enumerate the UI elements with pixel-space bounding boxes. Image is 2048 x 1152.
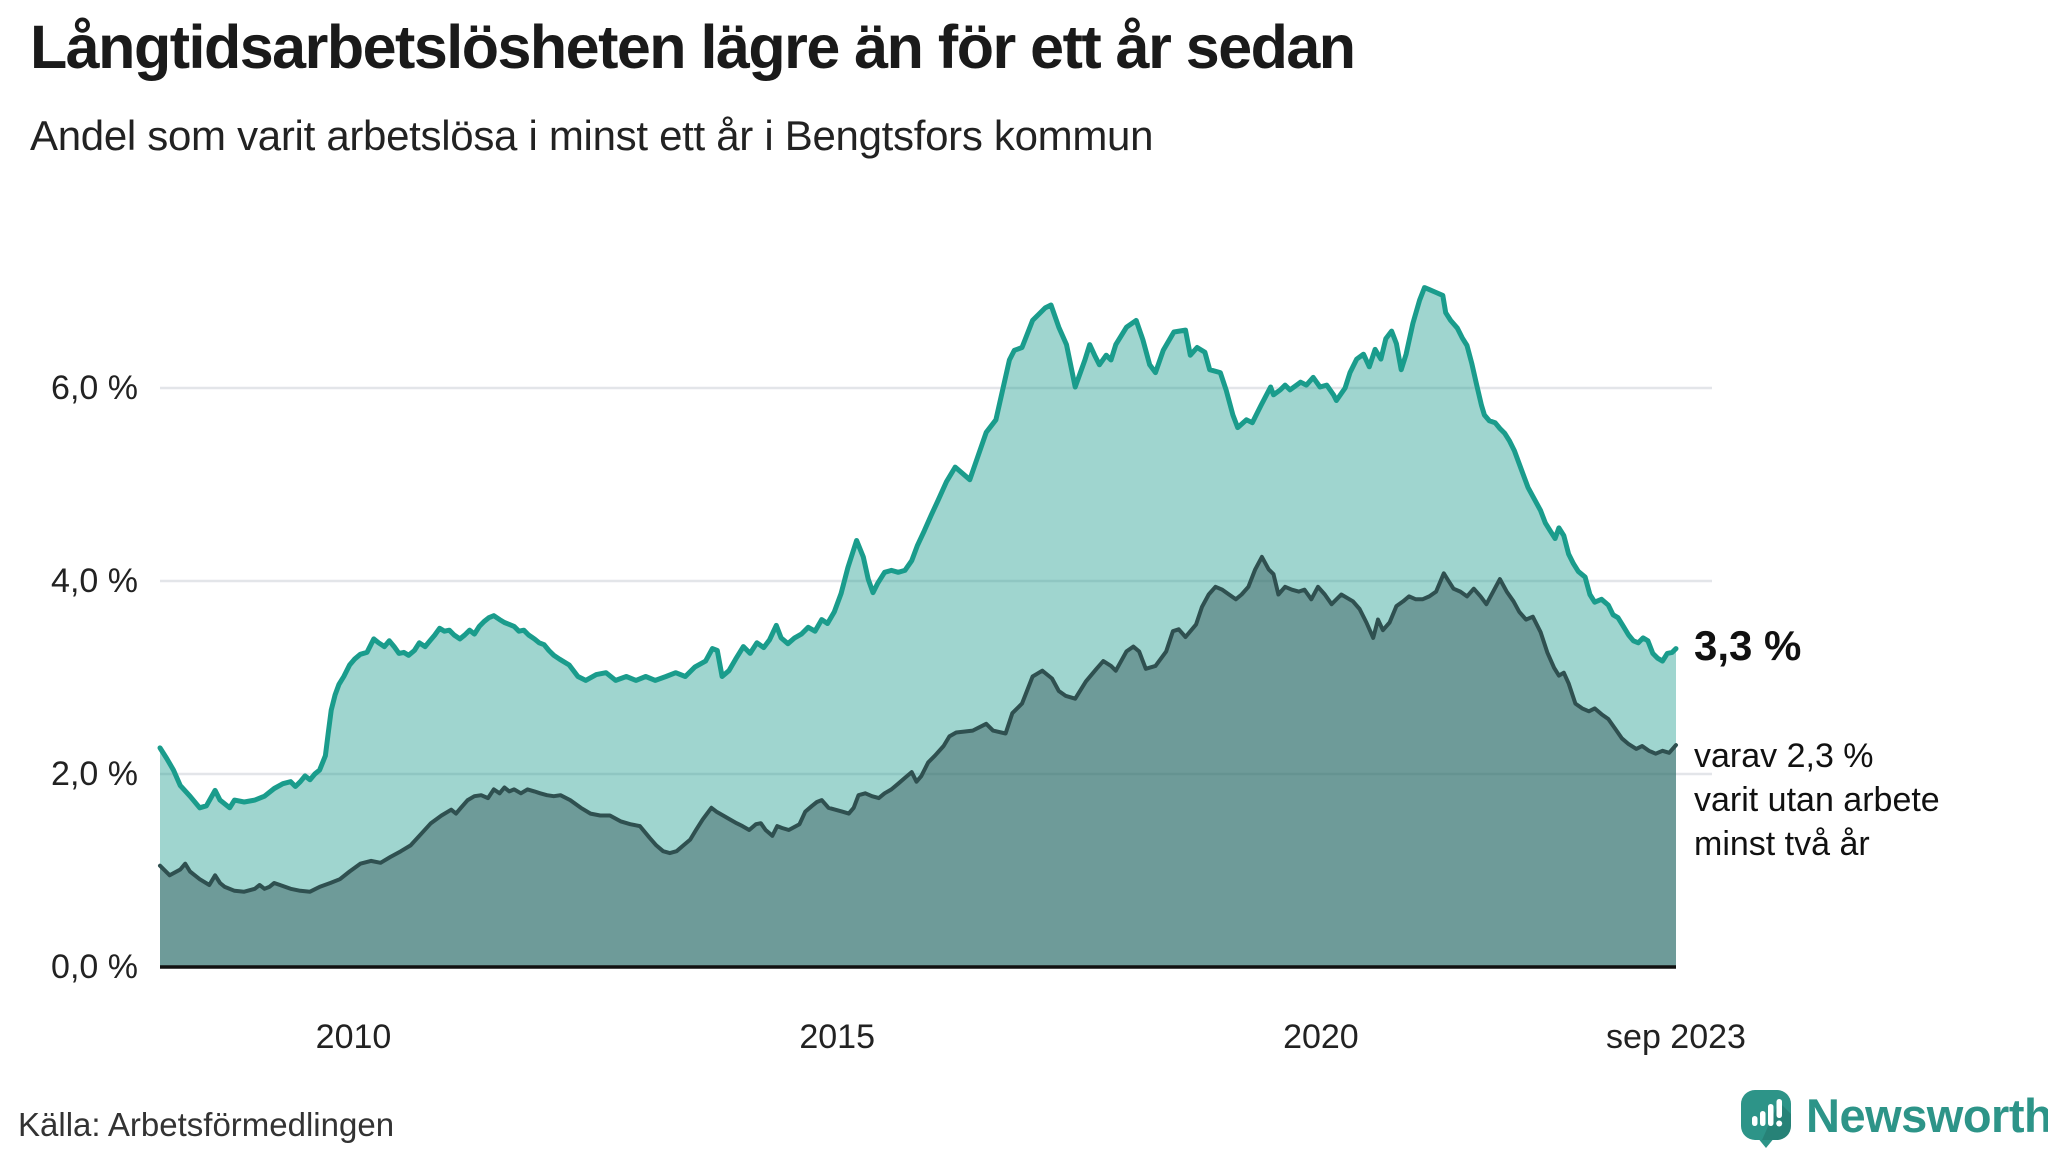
- page-subtitle: Andel som varit arbetslösa i minst ett å…: [30, 112, 1154, 159]
- annotation-line: varav 2,3 %: [1694, 737, 1874, 775]
- x-axis-label: 2020: [1283, 1018, 1359, 1056]
- x-axis-label: 2015: [799, 1018, 876, 1056]
- y-axis-label: 2,0 %: [51, 755, 138, 793]
- two-year-annotation: varav 2,3 % varit utan arbete minst två …: [1694, 734, 1940, 866]
- series-area-two_year: [160, 556, 1676, 967]
- x-axis-label: 2010: [315, 1018, 392, 1056]
- newsworthy-wordmark: Newsworthy: [1806, 1089, 2048, 1142]
- source-label: Källa: Arbetsförmedlingen: [18, 1106, 395, 1143]
- y-axis-label: 0,0 %: [51, 948, 138, 986]
- page-title: Långtidsarbetslösheten lägre än för ett …: [30, 13, 1356, 81]
- latest-value-label: 3,3 %: [1694, 622, 1802, 669]
- newsworthy-logo: Newsworthy: [1740, 1086, 2048, 1152]
- annotation-line: varit utan arbete: [1694, 781, 1940, 819]
- y-axis-label: 6,0 %: [51, 369, 138, 407]
- series-line-total: [157, 285, 1679, 811]
- annotation-line: minst två år: [1694, 825, 1870, 863]
- x-axis-label: sep 2023: [1606, 1018, 1746, 1056]
- newsworthy-logo-icon: [1741, 1090, 1791, 1148]
- series-area-total: [160, 287, 1676, 968]
- series-line-two_year: [158, 554, 1678, 894]
- y-axis-label: 4,0 %: [51, 562, 138, 600]
